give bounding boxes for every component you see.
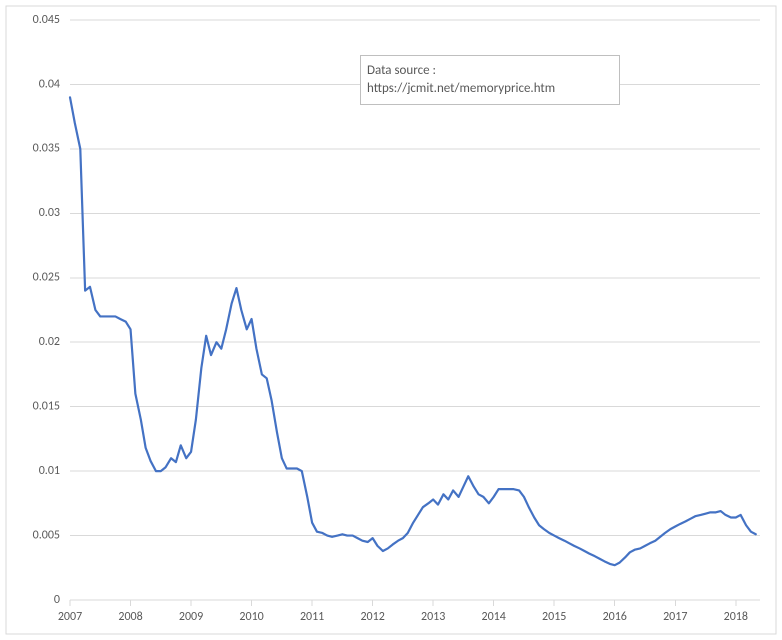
y-tick-label: 0.01 bbox=[39, 464, 60, 478]
y-tick-label: 0 bbox=[54, 593, 60, 607]
x-tick-label: 2009 bbox=[179, 610, 203, 624]
x-tick-label: 2011 bbox=[300, 610, 324, 624]
y-tick-label: 0.035 bbox=[33, 142, 60, 156]
x-tick-label: 2014 bbox=[482, 610, 506, 624]
x-tick-label: 2012 bbox=[360, 610, 384, 624]
y-tick-label: 0.03 bbox=[39, 206, 60, 220]
y-tick-label: 0.04 bbox=[39, 77, 60, 91]
y-tick-label: 0.015 bbox=[33, 400, 60, 414]
annotation-line2: https://jcmit.net/memoryprice.htm bbox=[367, 80, 613, 98]
y-tick-label: 0.045 bbox=[33, 13, 60, 27]
memory-price-chart: 0 0.005 0.01 0.015 0.02 0.025 0.03 0.035 0.04 0.0… bbox=[0, 0, 782, 640]
x-tick-label: 2016 bbox=[603, 610, 627, 624]
x-tick-label: 2007 bbox=[58, 610, 82, 624]
x-tick-label: 2015 bbox=[542, 610, 566, 624]
y-tick-label: 0.025 bbox=[33, 271, 60, 285]
y-tick-label: 0.02 bbox=[39, 335, 60, 349]
data-source-annotation: Data source : https://jcmit.net/memorypr… bbox=[360, 55, 620, 105]
y-tick-label: 0.005 bbox=[33, 528, 60, 542]
x-tick-label: 2013 bbox=[421, 610, 445, 624]
annotation-line1: Data source : bbox=[367, 62, 613, 80]
x-tick-label: 2010 bbox=[239, 610, 263, 624]
x-tick-label: 2008 bbox=[118, 610, 142, 624]
x-tick-label: 2017 bbox=[663, 610, 687, 624]
price-series-line bbox=[70, 97, 756, 565]
x-tick-label: 2018 bbox=[724, 610, 748, 624]
